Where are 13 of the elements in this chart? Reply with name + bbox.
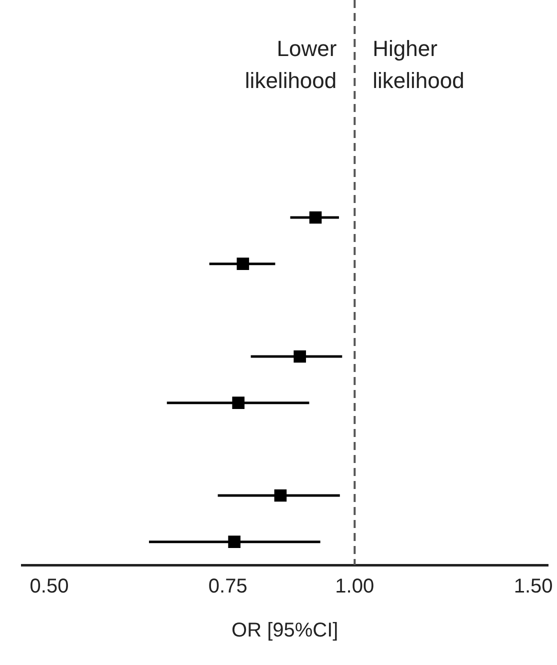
annotation: Higher likelihood bbox=[372, 36, 464, 94]
x-tick-label: 1.50 bbox=[514, 576, 553, 598]
point bbox=[309, 211, 322, 224]
x-tick-label: 0.75 bbox=[208, 576, 248, 598]
point bbox=[294, 350, 306, 363]
point bbox=[236, 258, 250, 270]
x-tick-label: 1.00 bbox=[335, 576, 374, 598]
x-axis-title: OR [95%CI] bbox=[232, 620, 338, 642]
point bbox=[228, 536, 240, 548]
annotation: Lower likelihood bbox=[244, 36, 337, 94]
x-tick-label: 0.50 bbox=[30, 576, 69, 598]
point bbox=[232, 396, 245, 409]
point bbox=[274, 489, 287, 502]
